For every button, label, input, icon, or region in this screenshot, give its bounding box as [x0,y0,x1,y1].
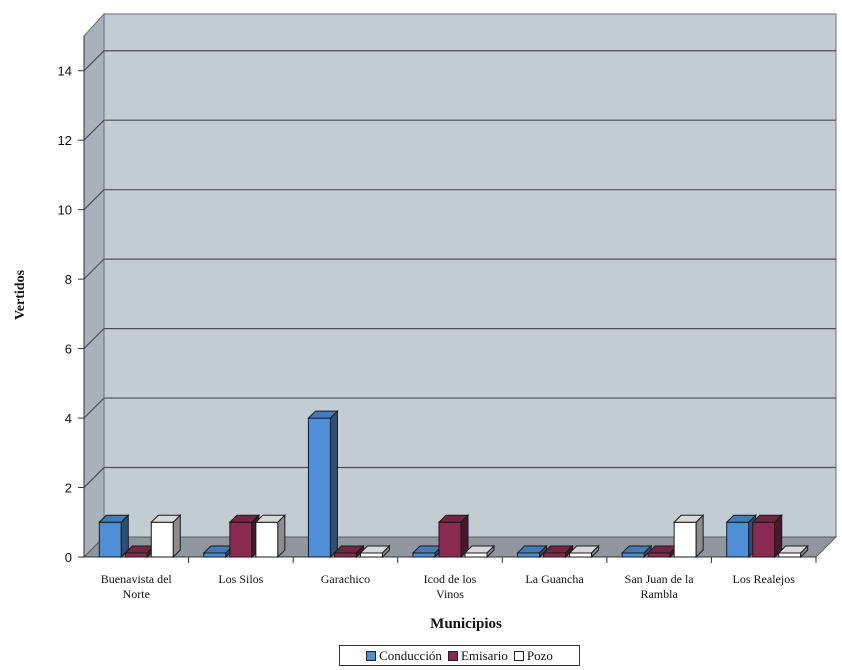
bar-conduccion-front [412,552,436,558]
gridline [83,189,836,211]
bar-emisario-front [438,521,462,558]
bar-emisario-front [229,521,253,558]
legend-swatch-pozo [513,650,524,661]
bar-pozo-side [172,514,181,559]
bar-pozo-side [486,544,495,559]
bar-conduccion-front [203,552,227,558]
bar-emisario-front [647,552,671,558]
legend-swatch-emisario [447,650,458,661]
bar-pozo-front [778,552,802,558]
y-axis-label: Vertidos [13,269,28,320]
gridline [83,50,836,72]
bar-emisario [333,544,365,559]
legend-item-conduccion: Conducción [366,648,442,664]
y-tick-label: 0 [65,550,72,565]
legend-item-pozo: Pozo [513,647,553,664]
bar-pozo-front [255,521,279,558]
category-label: Vinos [436,587,464,601]
bar-pozo [359,544,391,559]
bar-pozo [150,514,182,559]
legend-swatch-conduccion [366,650,377,661]
gridline [83,119,836,141]
category-label: Buenavista del [101,572,173,586]
bar-pozo-front [150,521,174,558]
category-label: Rambla [640,587,678,601]
gridline [83,258,836,280]
bar-conduccion [516,544,548,559]
legend: Conducción Emisario Pozo [339,645,580,666]
bar-emisario-front [543,552,567,558]
bar-conduccion [725,514,757,559]
bar-conduccion-front [307,417,331,558]
category-label: Garachico [321,572,370,586]
bar-pozo-front [464,552,488,558]
y-tick-label: 2 [65,481,72,496]
bar-conduccion-front [621,552,645,558]
bar-conduccion-front [517,552,541,558]
bar-pozo-side [800,544,809,559]
x-axis-label: Municipios [430,616,502,632]
bar-conduccion-front [98,521,122,558]
gridline [83,397,836,419]
bar-conduccion [307,409,339,559]
bars [98,409,809,559]
bar-conduccion-side [329,409,338,559]
legend-item-emisario: Emisario [447,647,508,664]
back-wall [103,13,837,538]
legend-label-conduccion: Conducción [379,647,442,663]
bar-pozo-front [673,521,697,558]
y-tick-label: 6 [65,342,72,357]
legend-label-emisario: Emisario [460,647,508,663]
chart-walls [82,12,838,559]
bar-emisario [542,544,574,559]
bar-pozo-side [695,514,704,559]
category-label: Los Silos [218,572,263,586]
bar-pozo [254,514,287,559]
y-tick-label: 4 [65,411,72,426]
gridline [83,466,836,488]
bar-pozo [568,544,600,559]
category-label: San Juan de la [625,572,695,586]
bar-conduccion [620,544,653,559]
category-label: Icod de los [424,572,477,586]
legend-label-pozo: Pozo [526,647,553,663]
bar-pozo [463,544,496,559]
bar-pozo [777,544,809,559]
bar-emisario [751,514,783,559]
y-tick-label: 12 [58,133,72,148]
category-label: La Guancha [525,572,584,586]
bar-pozo-side [591,544,600,559]
y-tick-label: 10 [58,203,72,218]
bar-pozo-side [381,544,390,559]
bar-emisario [228,514,261,559]
category-label: Los Realejos [733,572,796,586]
bar-conduccion-front [726,521,750,558]
y-tick-label: 8 [65,272,72,287]
y-tick-label: 14 [58,64,72,79]
bar-pozo-front [569,552,593,558]
category-label: Norte [123,587,150,601]
gridline [83,328,836,350]
bar-pozo-side [277,514,286,559]
bar-emisario-front [752,521,776,558]
bar-pozo [672,514,705,559]
bar-emisario [437,514,470,559]
gridlines [83,50,836,488]
bar-pozo-front [359,552,383,558]
bar-emisario-front [333,552,357,558]
side-wall [83,12,105,559]
bar-emisario-front [124,552,148,558]
bar-conduccion [98,514,130,559]
